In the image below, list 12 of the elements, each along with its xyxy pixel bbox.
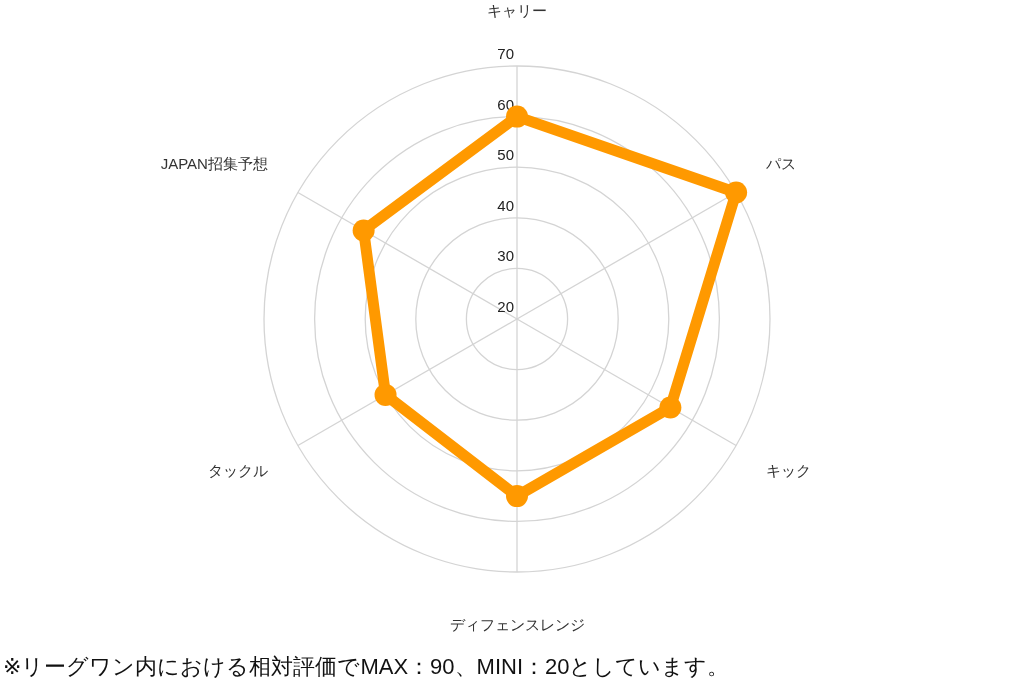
y-tick-label: 40	[497, 196, 514, 214]
spoke-label: ディフェンスレンジ	[449, 615, 585, 633]
spoke-label: タックル	[207, 462, 268, 480]
y-tick-label: 30	[497, 247, 514, 265]
spoke-label: キャリー	[487, 1, 547, 19]
y-tick-label: 50	[497, 146, 514, 164]
spoke-label: JAPAN招集予想	[160, 155, 268, 173]
spoke-label: キック	[766, 462, 812, 480]
spoke-label: パス	[765, 155, 797, 173]
y-tick-label: 70	[497, 44, 514, 62]
text: ※リーグワン内における相対評価でMAX：90、MINI：20としています。	[3, 654, 730, 679]
y-tick-label: 20	[497, 297, 514, 315]
